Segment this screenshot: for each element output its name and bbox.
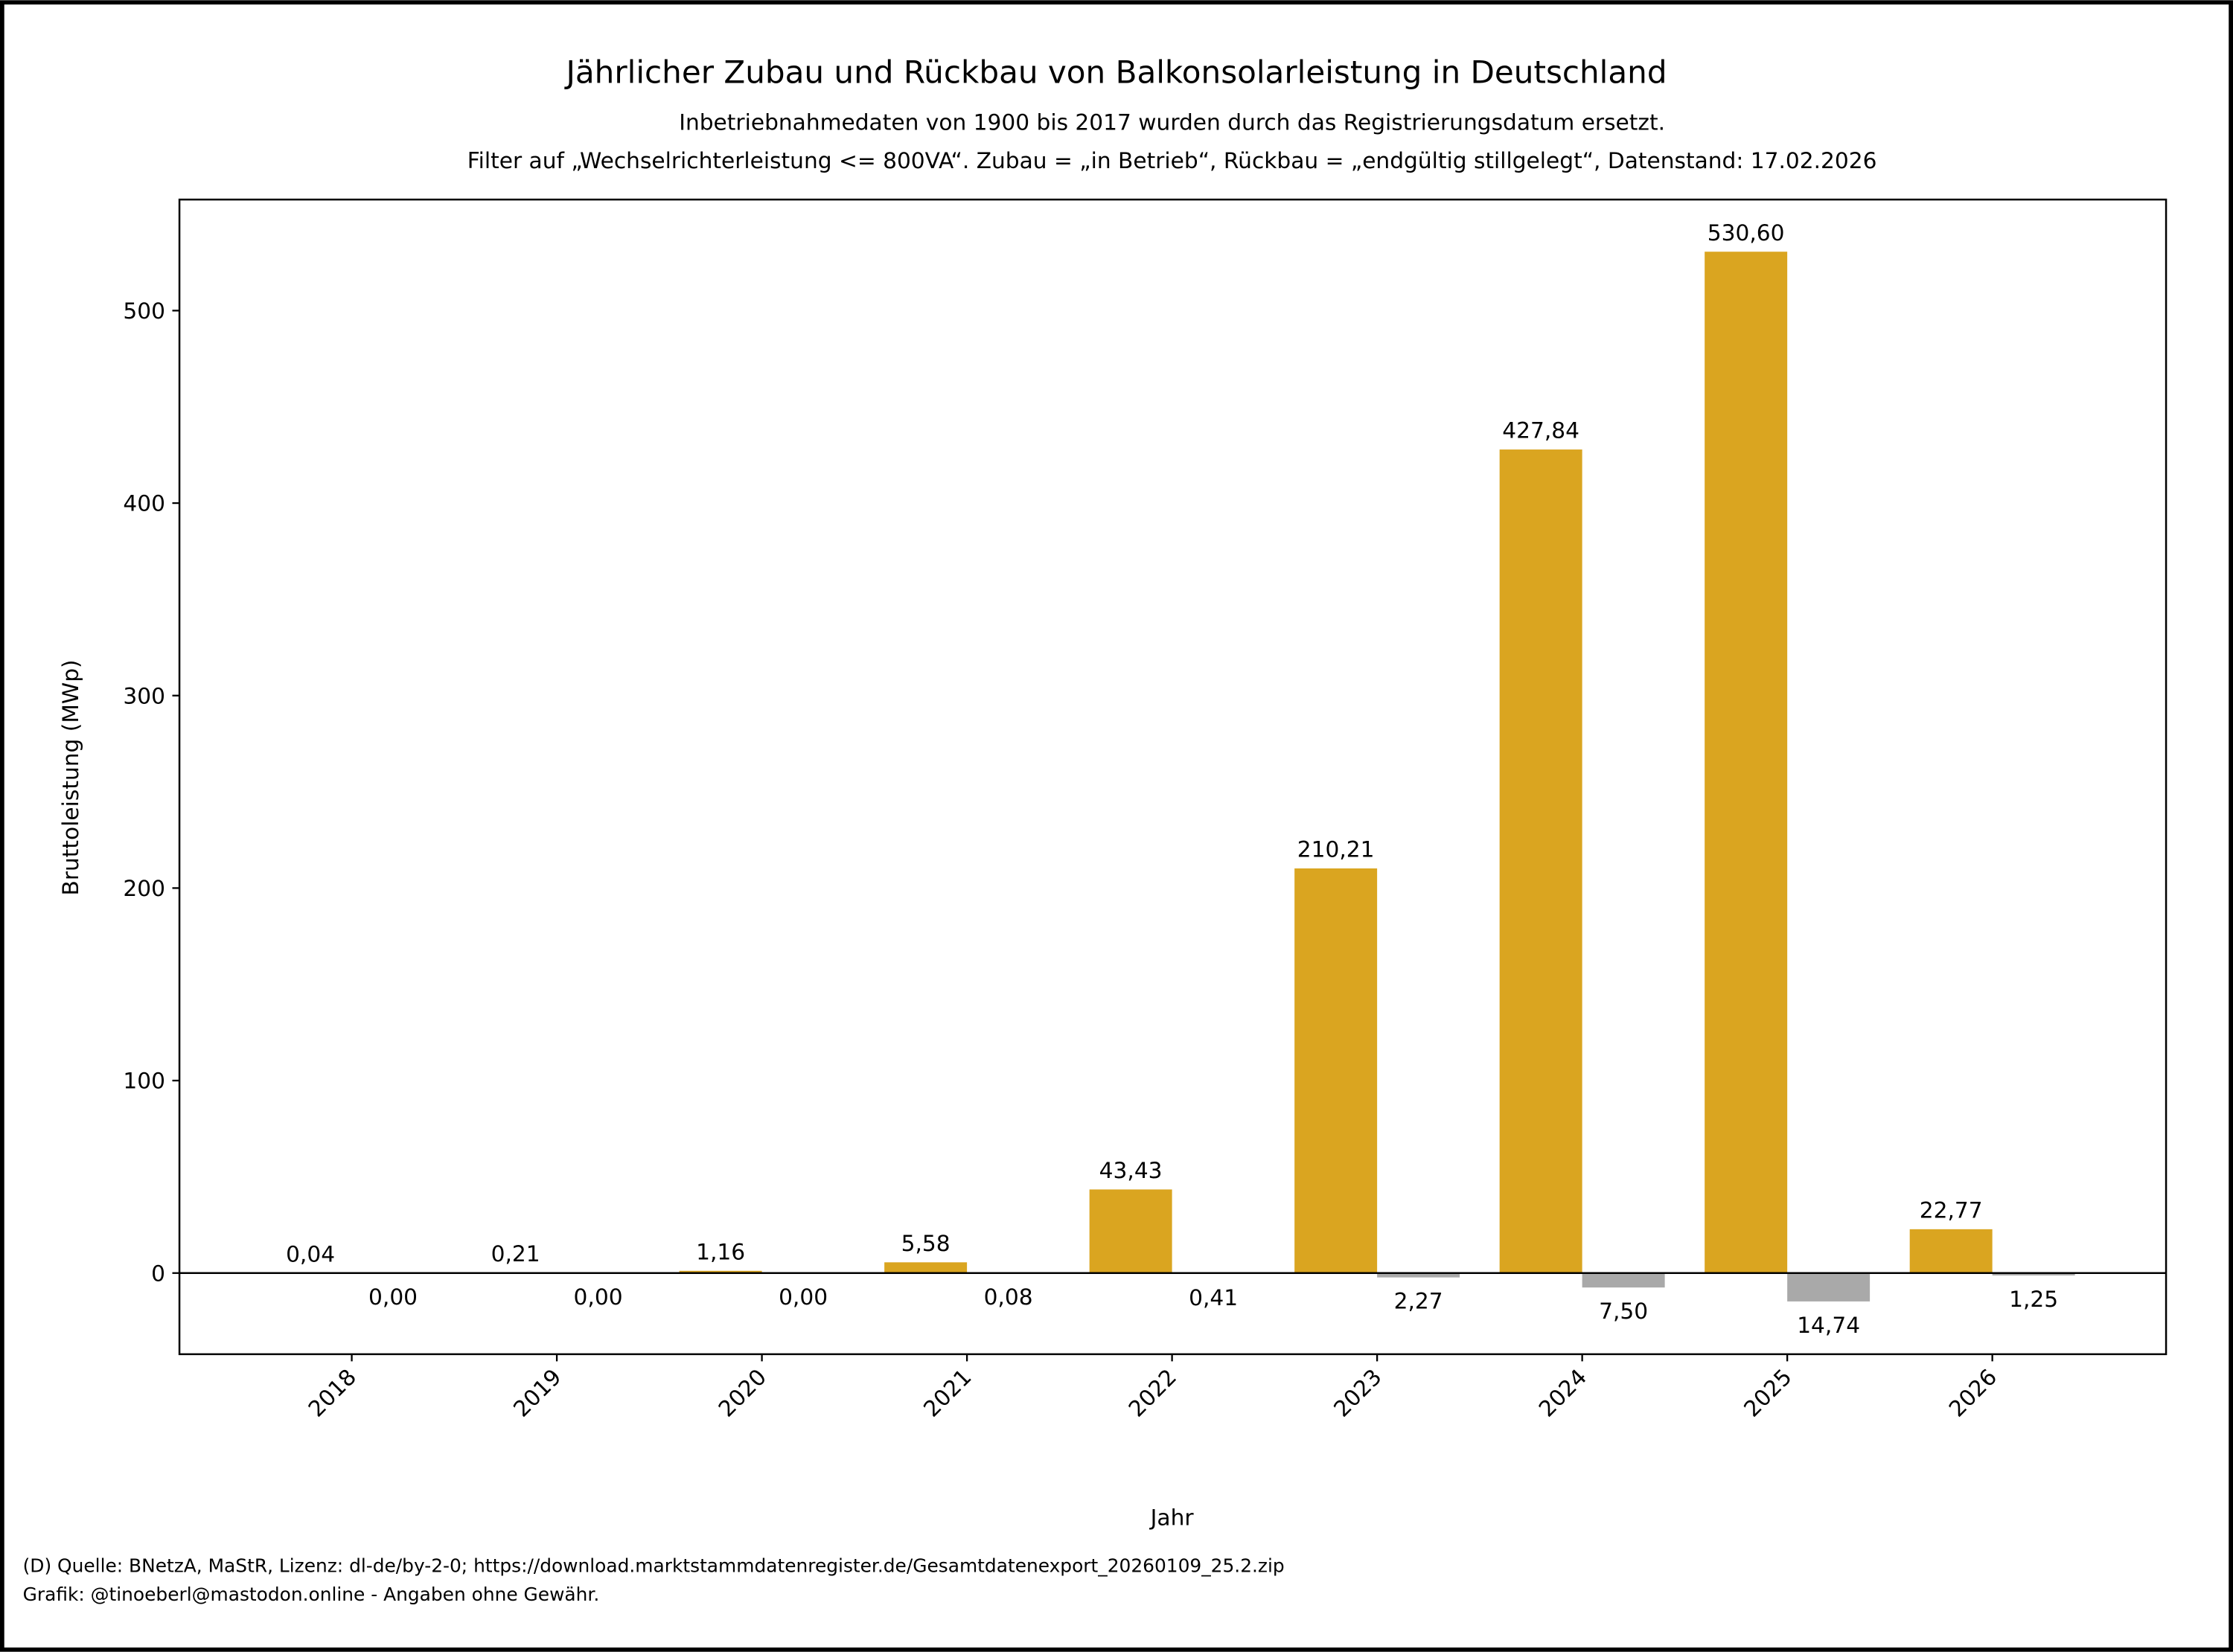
y-tick-label: 300 [123, 682, 165, 708]
data-label-zubau: 5,58 [901, 1230, 951, 1256]
data-label-zubau: 530,60 [1708, 220, 1785, 246]
footer-credit: Grafik: @tinoeberl@mastodon.online - Ang… [23, 1584, 600, 1605]
data-label-rückbau: 7,50 [1599, 1298, 1648, 1324]
data-label-zubau: 0,21 [491, 1240, 540, 1267]
bar-rückbau [1992, 1272, 2075, 1275]
data-label-rückbau: 0,00 [368, 1284, 418, 1310]
bar-rückbau [1377, 1272, 1460, 1278]
y-tick-label: 0 [151, 1260, 165, 1286]
bar-zubau [1499, 449, 1582, 1273]
footer-source: (D) Quelle: BNetzA, MaStR, Lizenz: dl-de… [23, 1555, 1285, 1577]
data-label-zubau: 22,77 [1920, 1197, 1983, 1223]
data-label-rückbau: 2,27 [1394, 1288, 1443, 1314]
data-label-rückbau: 0,00 [779, 1284, 828, 1310]
data-label-zubau: 210,21 [1297, 836, 1375, 862]
data-label-zubau: 43,43 [1099, 1157, 1163, 1183]
bar-rückbau [1787, 1272, 1871, 1302]
bar-zubau [1705, 252, 1788, 1273]
chart-subtitle-1: Inbetriebnahmedaten von 1900 bis 2017 wu… [679, 109, 1665, 135]
bar-zubau [679, 1270, 762, 1273]
data-label-rückbau: 0,41 [1189, 1284, 1238, 1310]
bar-zubau [1909, 1229, 1993, 1273]
data-label-zubau: 0,04 [286, 1240, 335, 1267]
y-tick-label: 100 [123, 1068, 165, 1094]
y-axis-label: Bruttoleistung (MWp) [57, 659, 83, 895]
bar-zubau [884, 1262, 968, 1273]
bar-rückbau [1582, 1272, 1665, 1288]
data-label-rückbau: 0,00 [574, 1284, 623, 1310]
data-label-rückbau: 1,25 [2009, 1286, 2058, 1312]
chart-subtitle-2: Filter auf „Wechselrichterleistung <= 80… [467, 147, 1877, 173]
data-label-zubau: 1,16 [696, 1238, 745, 1264]
data-label-rückbau: 14,74 [1797, 1312, 1860, 1338]
y-tick-label: 400 [123, 490, 165, 516]
bar-zubau [1089, 1189, 1172, 1273]
data-label-zubau: 427,84 [1502, 417, 1579, 444]
chart-title: Jährlicher Zubau und Rückbau von Balkons… [563, 54, 1667, 90]
bar-zubau [1294, 868, 1378, 1273]
y-tick-label: 500 [123, 298, 165, 324]
data-label-rückbau: 0,08 [984, 1284, 1033, 1310]
y-tick-label: 200 [123, 875, 165, 901]
plot-frame [178, 198, 2167, 1356]
x-axis-label: Jahr [1149, 1504, 1195, 1530]
